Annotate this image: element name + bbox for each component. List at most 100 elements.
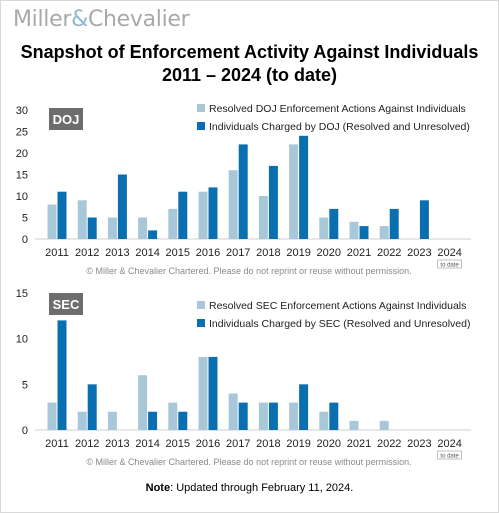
sec-bar-resolved (77, 411, 87, 430)
doj-x-tick-label: 2024 (437, 247, 461, 259)
doj-bar-charged (299, 135, 309, 239)
sec-legend-label-charged: Individuals Charged by SEC (Resolved and… (209, 318, 470, 330)
sec-x-tick-label: 2020 (317, 438, 341, 450)
sec-bar-resolved (168, 402, 178, 430)
note-label: Note (145, 482, 171, 494)
doj-legend-label-charged: Individuals Charged by DOJ (Resolved and… (209, 121, 470, 133)
title-line-1: Snapshot of Enforcement Activity Against… (20, 42, 479, 62)
sec-bar-resolved (319, 411, 329, 430)
doj-bar-charged (57, 191, 67, 239)
doj-bar-resolved (319, 217, 329, 239)
sec-to-date-box (437, 450, 462, 460)
sec-bar-charged (57, 320, 67, 430)
doj-bar-charged (329, 208, 339, 239)
doj-bar-resolved (289, 144, 299, 239)
doj-bar-charged (208, 187, 218, 239)
sec-x-tick-label: 2022 (377, 438, 401, 450)
sec-bar-resolved (349, 420, 359, 430)
doj-y-tick-label: 20 (16, 148, 28, 160)
sec-y-tick-label: 10 (16, 334, 28, 346)
sec-x-tick-label: 2011 (45, 438, 69, 450)
sec-x-tick-label: 2017 (226, 438, 250, 450)
sec-bar-resolved (379, 420, 389, 430)
doj-x-tick-label: 2020 (317, 247, 341, 259)
doj-legend-label-resolved: Resolved DOJ Enforcement Actions Against… (209, 103, 466, 115)
sec-bar-resolved (258, 402, 268, 430)
doj-bar-resolved (198, 191, 208, 239)
sec-x-tick-label: 2021 (347, 438, 371, 450)
doj-y-tick-label: 0 (22, 234, 28, 246)
sec-bar-resolved (138, 375, 148, 430)
doj-x-tick-label: 2016 (196, 247, 220, 259)
sec-bar-charged (299, 384, 309, 430)
sec-badge (49, 293, 83, 315)
doj-bar-charged (238, 144, 248, 239)
brand-ampersand: & (71, 7, 88, 32)
doj-copyright: © Miller & Chevalier Chartered. Please d… (86, 266, 411, 276)
sec-chart: 0 5 10 15 2011 2012 2013 2014 2015 2016 2017 2018 20… (16, 288, 471, 467)
doj-bar-resolved (228, 170, 238, 239)
sec-x-tick-label: 2012 (75, 438, 99, 450)
doj-bar-resolved (77, 200, 87, 239)
sec-bar-resolved (107, 411, 117, 430)
doj-badge-label: DOJ (53, 112, 80, 127)
sec-x-tick-label: 2019 (286, 438, 310, 450)
brand-name-left: Miller (13, 7, 72, 32)
doj-x-tick-label: 2021 (347, 247, 371, 259)
sec-bar-resolved (198, 356, 208, 430)
sec-to-date-label: to date (440, 454, 459, 460)
brand-logo: Miller&Chevalier (13, 7, 190, 32)
title-line-2: 2011 – 2024 (to date) (161, 65, 338, 85)
doj-x-tick-label: 2017 (226, 247, 250, 259)
doj-bar-charged (87, 217, 97, 239)
sec-bar-charged (208, 356, 218, 430)
sec-y-tick-label: 5 (22, 379, 28, 391)
doj-bar-resolved (107, 217, 117, 239)
doj-bar-resolved (258, 196, 268, 239)
sec-copyright: © Miller & Chevalier Chartered. Please d… (86, 457, 411, 467)
sec-bar-resolved (228, 393, 238, 430)
sec-bar-charged (87, 384, 97, 430)
sec-bar-charged (148, 411, 158, 430)
note-text: : Updated through February 11, 2024. (170, 482, 354, 494)
sec-bar-resolved (289, 402, 299, 430)
doj-bar-resolved (138, 217, 148, 239)
doj-bar-charged (268, 165, 278, 239)
sec-y-tick-label: 15 (16, 288, 28, 300)
doj-x-tick-label: 2019 (286, 247, 310, 259)
doj-x-tick-label: 2018 (256, 247, 280, 259)
sec-bar-charged (238, 402, 248, 430)
sec-legend-swatch-charged (197, 319, 205, 327)
brand-name-right: Chevalier (87, 7, 190, 32)
sec-bar-resolved (47, 402, 57, 430)
doj-y-tick-label: 10 (16, 191, 28, 203)
sec-bar-charged (268, 402, 278, 430)
doj-y-tick-label: 25 (16, 127, 28, 139)
doj-chart: 0 5 10 15 20 25 30 2011 2012 2013 2014 2015 2016 2017… (16, 103, 471, 276)
doj-bar-resolved (349, 221, 359, 239)
sec-bar-charged (178, 411, 188, 430)
doj-bar-charged (148, 230, 158, 239)
doj-x-tick-label: 2023 (407, 247, 431, 259)
doj-x-tick-label: 2011 (45, 247, 69, 259)
doj-bar-resolved (379, 226, 389, 239)
doj-legend-swatch-charged (197, 122, 205, 130)
sec-legend-label-resolved: Resolved SEC Enforcement Actions Against… (209, 300, 466, 312)
doj-bar-charged (359, 226, 369, 239)
doj-to-date-label: to date (440, 263, 459, 269)
sec-x-tick-label: 2016 (196, 438, 220, 450)
sec-x-tick-label: 2013 (105, 438, 129, 450)
doj-bar-charged (389, 208, 399, 239)
doj-bar-resolved (168, 208, 178, 239)
sec-x-tick-label: 2024 (437, 438, 461, 450)
doj-y-tick-label: 15 (16, 170, 28, 182)
doj-x-tick-label: 2015 (166, 247, 190, 259)
sec-x-tick-label: 2018 (256, 438, 280, 450)
doj-bar-resolved (47, 204, 57, 239)
doj-y-tick-label: 30 (16, 105, 28, 117)
doj-bar-charged (178, 191, 188, 239)
doj-x-tick-label: 2022 (377, 247, 401, 259)
sec-bar-charged (329, 402, 339, 430)
doj-badge (49, 108, 83, 130)
